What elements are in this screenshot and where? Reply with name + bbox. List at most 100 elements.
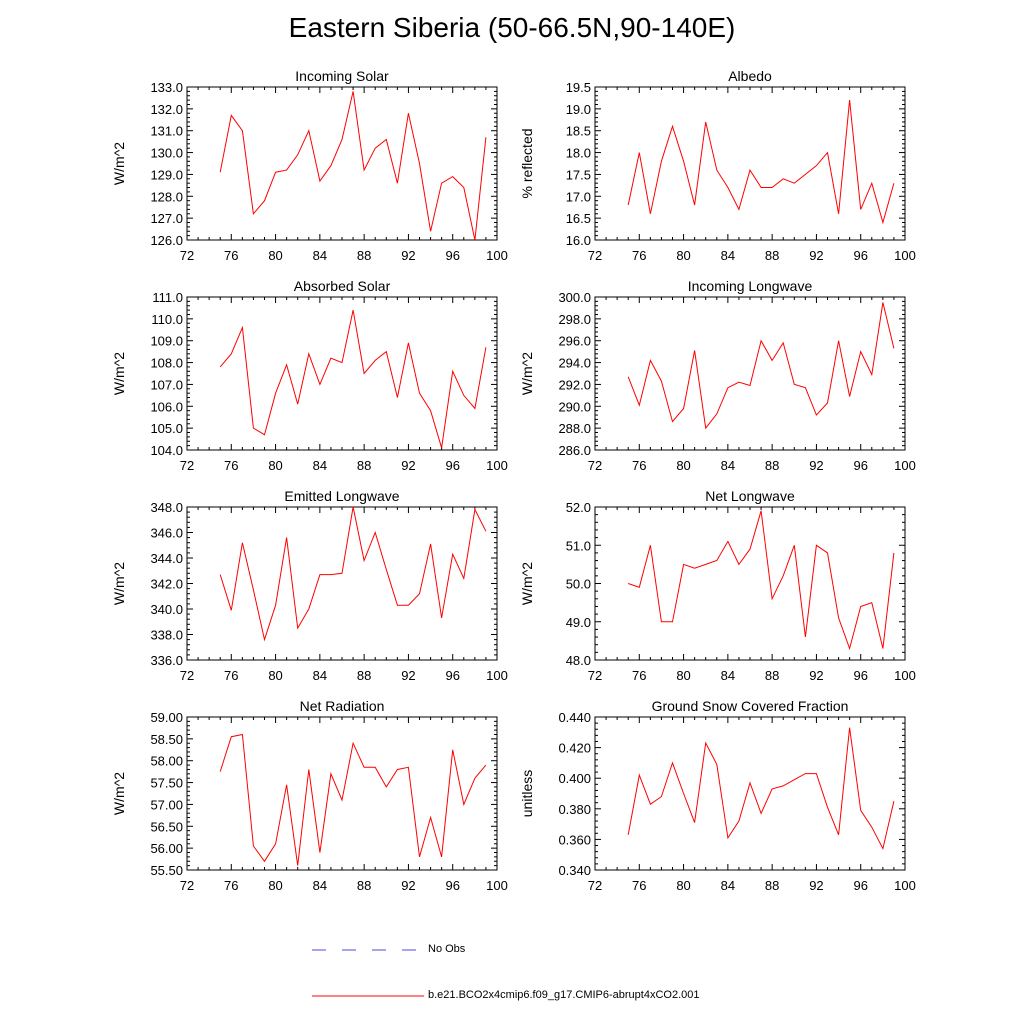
panel-title: Incoming Solar (295, 68, 389, 84)
y-tick-label: 298.0 (558, 312, 591, 327)
x-tick-label: 88 (765, 248, 779, 263)
x-tick-label: 72 (180, 668, 194, 683)
panel-8: Ground Snow Covered Fraction unitless 72 76… (519, 698, 916, 893)
y-tick-label: 57.50 (150, 776, 183, 791)
series-line (219, 506, 487, 642)
panel-4: Incoming Longwave W/m^2 72 76 80 84 88 92 96 100 2… (519, 278, 916, 473)
y-tick-label: 104.0 (150, 443, 183, 458)
x-tick-label: 72 (180, 248, 194, 263)
y-tick-label: 109.0 (150, 334, 183, 349)
y-axis-label: W/m^2 (111, 352, 127, 395)
x-tick-label: 80 (268, 458, 282, 473)
plot-frame (594, 506, 906, 661)
y-tick-label: 55.50 (150, 863, 183, 878)
x-tick-label: 92 (401, 878, 415, 893)
y-axis-label: unitless (519, 770, 535, 817)
x-tick-label: 92 (401, 458, 415, 473)
legend-obs-label: No Obs (428, 943, 466, 955)
x-tick-label: 100 (486, 878, 508, 893)
y-tick-label: 110.0 (151, 312, 183, 327)
x-tick-label: 88 (357, 878, 371, 893)
y-tick-label: 290.0 (558, 399, 591, 414)
x-tick-label: 96 (853, 248, 867, 263)
y-tick-label: 52.0 (566, 500, 591, 515)
panel-title: Emitted Longwave (284, 488, 399, 504)
y-tick-label: 0.380 (558, 802, 591, 817)
y-tick-label: 0.360 (558, 832, 591, 847)
x-tick-label: 88 (765, 668, 779, 683)
x-tick-label: 80 (268, 248, 282, 263)
series-line (219, 733, 487, 866)
y-tick-label: 108.0 (150, 356, 183, 371)
x-tick-label: 80 (268, 878, 282, 893)
x-tick-label: 92 (401, 668, 415, 683)
panel-6: Net Longwave W/m^2 72 76 80 84 88 92 96 100 48.0 49… (519, 488, 916, 683)
panel-1: Incoming Solar W/m^2 72 76 80 84 88 92 96 100 126.… (111, 68, 508, 263)
x-tick-label: 100 (894, 878, 916, 893)
x-tick-label: 96 (445, 668, 459, 683)
panel-title: Incoming Longwave (688, 278, 813, 294)
x-tick-label: 92 (809, 668, 823, 683)
x-tick-label: 72 (588, 878, 602, 893)
x-tick-label: 96 (445, 248, 459, 263)
series-line (219, 309, 487, 448)
y-tick-label: 19.0 (566, 102, 591, 117)
y-tick-label: 17.0 (566, 189, 591, 204)
y-tick-label: 18.0 (566, 146, 591, 161)
y-axis-label: W/m^2 (111, 142, 127, 185)
y-tick-label: 0.420 (558, 741, 591, 756)
x-tick-label: 80 (676, 878, 690, 893)
y-tick-label: 111.0 (152, 290, 183, 305)
x-tick-label: 76 (224, 248, 238, 263)
y-tick-label: 128.0 (150, 189, 183, 204)
y-tick-label: 286.0 (558, 443, 591, 458)
x-tick-label: 84 (721, 878, 735, 893)
panel-2: Albedo % reflected 72 76 80 84 88 92 96 100 16.0 16… (519, 68, 916, 263)
panel-title: Absorbed Solar (294, 278, 391, 294)
x-tick-label: 88 (357, 248, 371, 263)
y-tick-label: 59.00 (150, 710, 183, 725)
y-tick-label: 56.00 (150, 841, 183, 856)
x-tick-label: 76 (224, 878, 238, 893)
y-tick-label: 126.0 (150, 233, 183, 248)
y-tick-label: 51.0 (566, 538, 591, 553)
x-tick-label: 76 (632, 458, 646, 473)
x-tick-label: 96 (853, 668, 867, 683)
y-tick-label: 50.0 (566, 577, 591, 592)
y-tick-label: 292.0 (558, 377, 591, 392)
panel-title: Net Radiation (300, 698, 385, 714)
y-tick-label: 288.0 (558, 421, 591, 436)
x-tick-label: 92 (809, 458, 823, 473)
y-tick-label: 107.0 (150, 377, 183, 392)
x-tick-label: 100 (486, 248, 508, 263)
x-tick-label: 96 (445, 458, 459, 473)
figure-title: Eastern Siberia (50-66.5N,90-140E) (288, 12, 736, 43)
y-tick-label: 342.0 (150, 577, 183, 592)
y-tick-label: 49.0 (566, 615, 591, 630)
plot-frame (186, 296, 498, 451)
y-tick-label: 133.0 (150, 80, 183, 95)
y-tick-label: 294.0 (558, 356, 591, 371)
x-tick-label: 88 (357, 668, 371, 683)
x-tick-label: 100 (894, 668, 916, 683)
y-tick-label: 300.0 (558, 290, 591, 305)
x-tick-label: 100 (894, 458, 916, 473)
x-tick-label: 76 (632, 668, 646, 683)
y-tick-label: 56.50 (150, 819, 183, 834)
x-tick-label: 72 (588, 248, 602, 263)
y-tick-label: 346.0 (150, 526, 183, 541)
x-tick-label: 92 (809, 248, 823, 263)
panel-title: Albedo (728, 68, 772, 84)
y-tick-label: 129.0 (150, 167, 183, 182)
plot-frame (186, 86, 498, 241)
series-line (627, 727, 895, 851)
y-axis-label: % reflected (519, 128, 535, 198)
y-tick-label: 16.5 (566, 211, 591, 226)
y-tick-label: 130.0 (150, 146, 183, 161)
x-tick-label: 88 (765, 878, 779, 893)
x-tick-label: 100 (486, 668, 508, 683)
y-tick-label: 17.5 (566, 167, 591, 182)
y-tick-label: 48.0 (566, 653, 591, 668)
y-tick-label: 340.0 (150, 602, 183, 617)
